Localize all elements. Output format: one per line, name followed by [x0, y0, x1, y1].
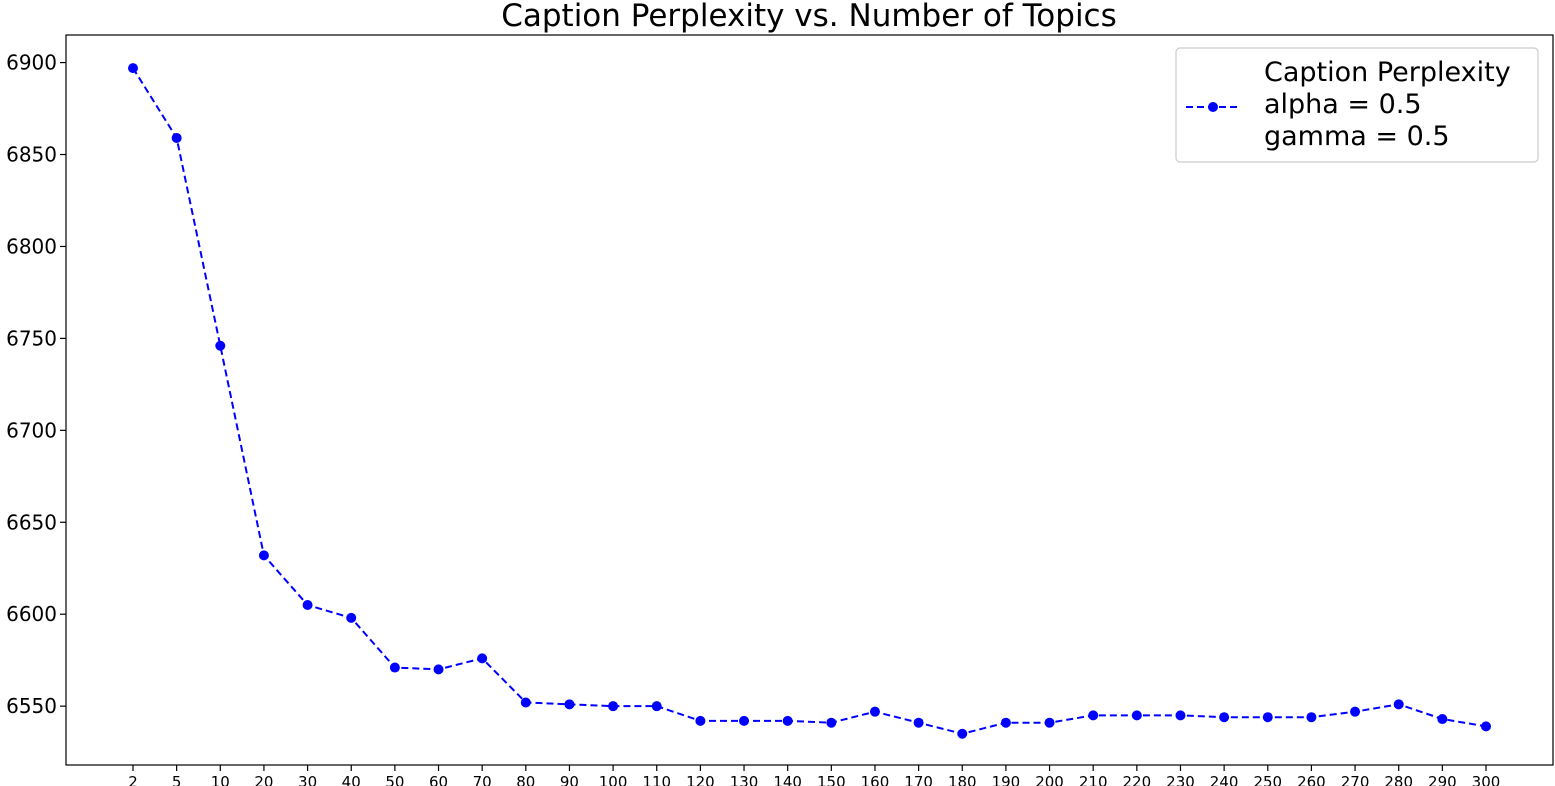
data-point	[1044, 717, 1055, 728]
x-tick-label: 100	[599, 773, 628, 786]
x-tick-label: 160	[861, 773, 890, 786]
data-point	[346, 612, 357, 623]
x-tick-label: 90	[560, 773, 579, 786]
x-tick-label: 300	[1472, 773, 1501, 786]
y-tick-label: 6800	[6, 234, 57, 258]
x-tick-label: 260	[1297, 773, 1326, 786]
x-tick-label: 210	[1079, 773, 1108, 786]
data-point	[258, 550, 269, 561]
data-point	[477, 653, 488, 664]
data-point	[1219, 712, 1230, 723]
data-point	[1088, 710, 1099, 721]
x-tick-label: 200	[1035, 773, 1064, 786]
x-tick-label: 140	[773, 773, 802, 786]
data-point	[564, 699, 575, 710]
data-point	[1306, 712, 1317, 723]
data-point	[1393, 699, 1404, 710]
x-tick-label: 230	[1166, 773, 1195, 786]
x-tick-label: 70	[473, 773, 492, 786]
chart-title: Caption Perplexity vs. Number of Topics	[501, 0, 1117, 34]
y-tick-label: 6850	[6, 143, 57, 167]
legend-label: gamma = 0.5	[1264, 121, 1450, 152]
x-tick-label: 290	[1428, 773, 1457, 786]
data-point	[651, 701, 662, 712]
y-axis: 6550 6600 6650 6700 6750 6800 6850 6900	[6, 51, 66, 718]
data-point	[215, 340, 226, 351]
x-tick-label: 40	[342, 773, 361, 786]
data-point	[171, 132, 182, 143]
x-tick-label: 170	[904, 773, 933, 786]
x-tick-label: 220	[1123, 773, 1152, 786]
y-tick-label: 6900	[6, 51, 57, 75]
data-point	[913, 717, 924, 728]
x-tick-label: 150	[817, 773, 846, 786]
data-point	[739, 715, 750, 726]
y-tick-label: 6700	[6, 418, 57, 442]
x-tick-label: 80	[516, 773, 535, 786]
data-point	[782, 715, 793, 726]
x-axis: 2 5 10 20 30 40 50 60 70 80 90 100 110 120 130 140 150 16…	[128, 765, 1500, 786]
data-point	[869, 706, 880, 717]
data-point	[1481, 721, 1491, 732]
data-point	[608, 701, 619, 712]
y-tick-label: 6550	[6, 694, 57, 718]
data-point	[433, 664, 444, 675]
y-tick-label: 6600	[6, 602, 57, 626]
data-point	[826, 717, 837, 728]
data-point	[1350, 706, 1361, 717]
legend-box	[1175, 47, 1539, 163]
x-tick-label: 250	[1253, 773, 1282, 786]
data-point	[128, 63, 138, 74]
series-layer	[128, 63, 1491, 739]
data-point	[1000, 717, 1011, 728]
legend-label: alpha = 0.5	[1264, 89, 1422, 120]
x-tick-label: 60	[429, 773, 448, 786]
data-point	[1131, 710, 1142, 721]
series-line	[132, 67, 1487, 735]
data-point	[302, 600, 313, 611]
x-tick-label: 240	[1210, 773, 1239, 786]
x-tick-label: 10	[211, 773, 230, 786]
x-tick-label: 20	[254, 773, 273, 786]
x-tick-label: 270	[1341, 773, 1370, 786]
x-tick-label: 190	[992, 773, 1021, 786]
data-point	[520, 697, 531, 708]
x-tick-label: 120	[686, 773, 715, 786]
x-tick-label: 180	[948, 773, 977, 786]
legend-marker	[1208, 102, 1218, 112]
x-tick-label: 2	[128, 773, 138, 786]
y-tick-label: 6750	[6, 326, 57, 350]
data-point	[389, 662, 400, 673]
x-tick-label: 50	[385, 773, 404, 786]
data-point	[1175, 710, 1186, 721]
data-point	[695, 715, 706, 726]
plot-area	[65, 34, 1554, 766]
x-tick-label: 130	[730, 773, 759, 786]
data-point	[1262, 712, 1273, 723]
data-point	[957, 728, 968, 739]
x-tick-label: 110	[642, 773, 671, 786]
x-tick-label: 30	[298, 773, 317, 786]
x-tick-label: 5	[172, 773, 182, 786]
data-point	[1437, 714, 1448, 725]
y-tick-label: 6650	[6, 510, 57, 534]
legend-label: Caption Perplexity	[1264, 57, 1511, 88]
x-tick-label: 280	[1384, 773, 1413, 786]
